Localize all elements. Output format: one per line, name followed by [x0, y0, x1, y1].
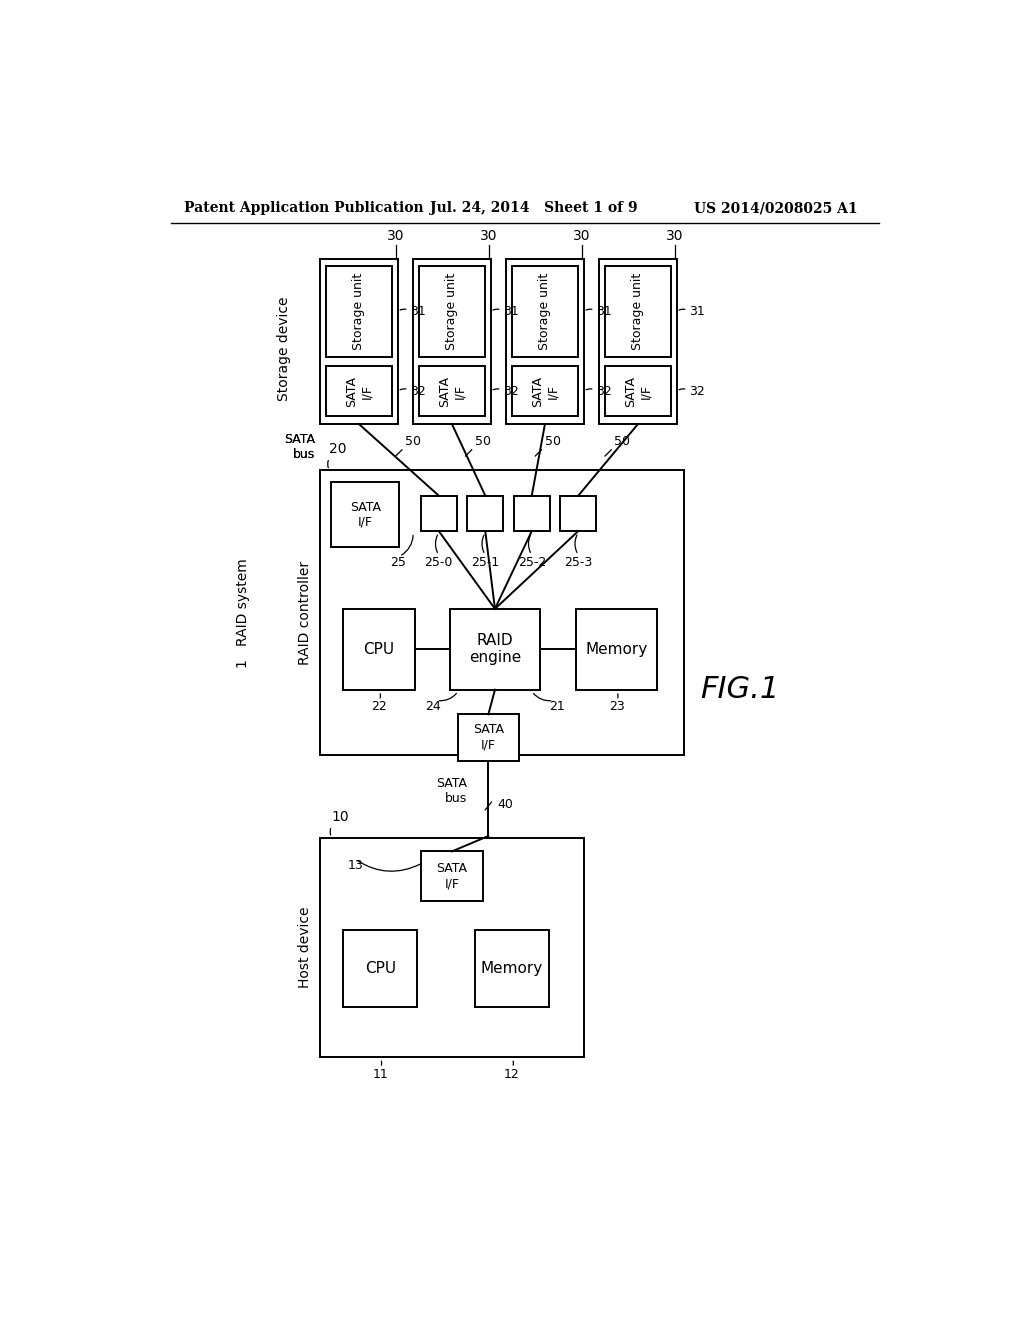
Text: Patent Application Publication: Patent Application Publication [183, 202, 424, 215]
Text: 32: 32 [410, 385, 426, 397]
Text: 30: 30 [667, 230, 684, 243]
Text: 13: 13 [347, 859, 362, 873]
Text: 25-1: 25-1 [471, 557, 500, 569]
Text: US 2014/0208025 A1: US 2014/0208025 A1 [693, 202, 857, 215]
Bar [605, 367, 671, 416]
Bar [575, 609, 657, 689]
Text: 22: 22 [372, 701, 387, 714]
Text: Storage unit: Storage unit [632, 273, 644, 350]
Text: Storage device: Storage device [276, 297, 291, 401]
Text: 31: 31 [410, 305, 426, 318]
Bar [420, 267, 484, 358]
Bar [467, 496, 503, 531]
Bar [343, 929, 417, 1007]
Text: CPU: CPU [365, 961, 396, 975]
Text: SATA
I/F: SATA I/F [345, 376, 373, 407]
Text: 32: 32 [596, 385, 612, 397]
Bar [506, 259, 584, 424]
Bar [321, 470, 684, 755]
Text: SATA
I/F: SATA I/F [438, 376, 466, 407]
Bar [420, 367, 484, 416]
Text: Storage unit: Storage unit [445, 273, 459, 350]
Bar [421, 851, 483, 902]
Text: 32: 32 [503, 385, 519, 397]
Bar [327, 367, 391, 416]
Text: 25-0: 25-0 [425, 557, 453, 569]
Text: RAID controller: RAID controller [298, 561, 312, 665]
Bar [512, 367, 578, 416]
Text: Memory: Memory [586, 642, 648, 657]
Text: SATA
I/F: SATA I/F [436, 862, 467, 891]
Text: 50: 50 [406, 434, 421, 447]
Bar [605, 267, 671, 358]
Bar [512, 267, 578, 358]
Bar [458, 714, 518, 760]
Bar [475, 929, 549, 1007]
Text: 25-3: 25-3 [564, 557, 593, 569]
Bar [599, 259, 677, 424]
Text: 11: 11 [373, 1068, 388, 1081]
Text: SATA
I/F: SATA I/F [624, 376, 652, 407]
Text: 1   RAID system: 1 RAID system [237, 558, 251, 668]
Text: SATA
I/F: SATA I/F [531, 376, 559, 407]
Text: FIG.1: FIG.1 [700, 676, 780, 704]
Text: Memory: Memory [481, 961, 543, 975]
Text: 20: 20 [330, 442, 347, 457]
Bar [321, 837, 584, 1057]
Text: 31: 31 [503, 305, 519, 318]
Text: SATA
I/F: SATA I/F [473, 723, 504, 751]
Text: 50: 50 [475, 434, 490, 447]
Text: 32: 32 [689, 385, 705, 397]
Bar [560, 496, 596, 531]
Text: 25: 25 [390, 557, 406, 569]
Text: Host device: Host device [298, 907, 312, 987]
Text: CPU: CPU [364, 642, 394, 657]
Text: 23: 23 [608, 701, 625, 714]
Text: 24: 24 [426, 701, 441, 714]
Bar [331, 482, 399, 548]
Text: SATA
bus: SATA bus [285, 433, 315, 461]
Text: 12: 12 [504, 1068, 520, 1081]
Text: 25-2: 25-2 [518, 557, 546, 569]
Text: SATA
bus: SATA bus [285, 433, 315, 461]
Text: 30: 30 [573, 230, 591, 243]
Text: RAID
engine: RAID engine [469, 634, 521, 665]
Text: 30: 30 [387, 230, 404, 243]
Bar [321, 259, 397, 424]
Text: 31: 31 [596, 305, 612, 318]
Text: Jul. 24, 2014   Sheet 1 of 9: Jul. 24, 2014 Sheet 1 of 9 [430, 202, 638, 215]
Text: SATA
I/F: SATA I/F [349, 500, 381, 528]
Bar [343, 609, 415, 689]
Text: 21: 21 [549, 701, 564, 714]
Text: 30: 30 [480, 230, 498, 243]
Text: 31: 31 [689, 305, 705, 318]
Bar [327, 267, 391, 358]
Text: 50: 50 [614, 434, 631, 447]
Text: 10: 10 [332, 809, 349, 824]
Bar [414, 259, 490, 424]
Bar [451, 609, 540, 689]
Bar [514, 496, 550, 531]
Text: SATA
bus: SATA bus [435, 776, 467, 805]
Bar [421, 496, 457, 531]
Text: Storage unit: Storage unit [352, 273, 366, 350]
Text: 50: 50 [545, 434, 560, 447]
Text: Storage unit: Storage unit [539, 273, 552, 350]
Text: 40: 40 [498, 797, 514, 810]
